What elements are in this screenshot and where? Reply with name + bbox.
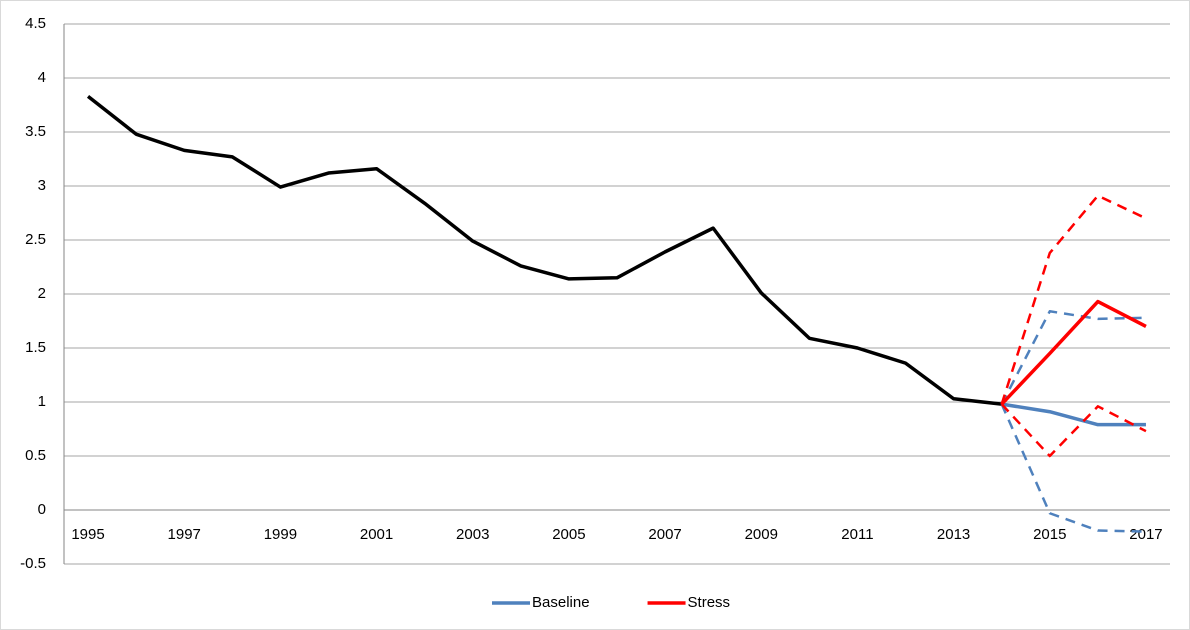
dashed-line (1000, 194, 1147, 405)
y-tick-label: 1.5 (25, 339, 46, 356)
y-tick-label: 0 (38, 501, 46, 518)
x-tick-label: 1999 (264, 526, 297, 543)
series-line (1001, 402, 1146, 427)
y-tick-label: 0.5 (25, 447, 46, 464)
x-tick-label: 2015 (1033, 526, 1066, 543)
legend-label: Stress (688, 594, 731, 611)
dashed-line (1000, 310, 1146, 405)
y-tick-label: 3.5 (25, 123, 46, 140)
y-tick-label: 4.5 (25, 15, 46, 32)
x-tick-label: 2005 (552, 526, 585, 543)
y-tick-label: -0.5 (20, 555, 46, 572)
x-tick-label: 2003 (456, 526, 489, 543)
x-tick-label: 2001 (360, 526, 393, 543)
x-tick-label: 1997 (168, 526, 201, 543)
y-tick-label: 4 (38, 69, 46, 86)
dashed-line (1000, 403, 1147, 458)
series-line (86, 94, 1002, 406)
x-tick-label: 2007 (648, 526, 681, 543)
y-tick-label: 2 (38, 285, 46, 302)
x-tick-label: 1995 (71, 526, 104, 543)
x-tick-label: 2017 (1129, 526, 1162, 543)
y-tick-label: 1 (38, 393, 46, 410)
y-tick-label: 3 (38, 177, 46, 194)
x-tick-label: 2013 (937, 526, 970, 543)
dashed-line (1000, 403, 1146, 533)
x-tick-label: 2011 (841, 526, 873, 543)
series-line (1000, 299, 1147, 406)
legend-label: Baseline (532, 594, 590, 611)
y-tick-label: 2.5 (25, 231, 46, 248)
x-tick-label: 2009 (745, 526, 778, 543)
